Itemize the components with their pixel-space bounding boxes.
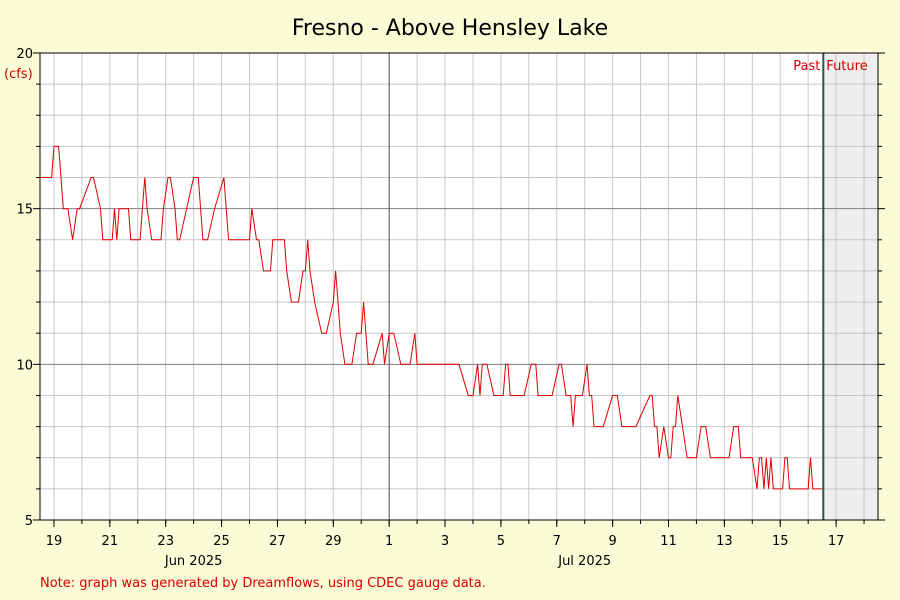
x-tick-label: 5 [497,534,505,549]
x-tick-label: 17 [828,534,845,549]
x-tick-label: 13 [716,534,733,549]
month-label: Jul 2025 [557,554,611,569]
y-axis-unit-label: (cfs) [4,67,33,82]
y-tick-label: 20 [16,47,33,62]
x-tick-label: 7 [553,534,561,549]
x-tick-label: 19 [46,534,63,549]
month-label: Jun 2025 [164,554,223,569]
flow-series-line [40,145,823,490]
past-label: Past [793,59,820,74]
x-tick-label: 29 [325,534,342,549]
plot-background [40,53,878,520]
x-tick-label: 25 [213,534,230,549]
x-tick-label: 11 [660,534,677,549]
future-shade [823,53,878,520]
x-tick-label: 1 [385,534,393,549]
x-tick-label: 15 [772,534,789,549]
chart-note: Note: graph was generated by Dreamflows,… [40,576,486,591]
x-tick-label: 21 [102,534,119,549]
x-tick-label: 27 [269,534,286,549]
y-tick-label: 10 [16,358,33,373]
x-tick-label: 23 [157,534,174,549]
y-tick-label: 15 [16,203,33,218]
y-tick-label: 5 [25,514,33,529]
plot-frame [39,52,879,521]
x-tick-label: 3 [441,534,449,549]
chart-title: Fresno - Above Hensley Lake [292,16,608,41]
future-label: Future [826,59,867,74]
x-tick-label: 9 [608,534,616,549]
